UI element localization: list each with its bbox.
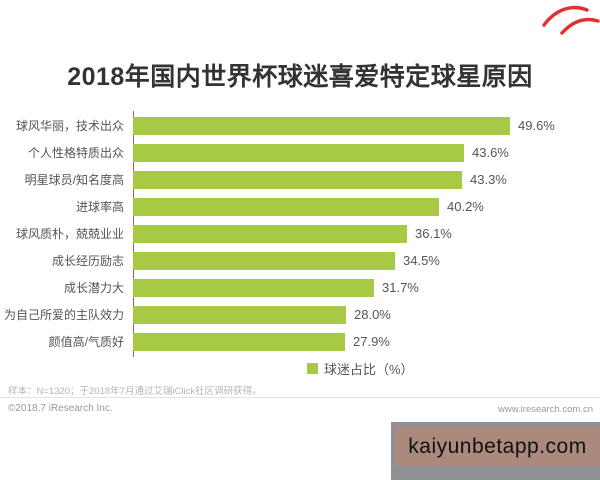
bar-row: 个人性格特质出众 43.6% — [0, 139, 555, 166]
footer-divider — [0, 397, 600, 398]
bar-row: 成长经历励志 34.5% — [0, 247, 555, 274]
category-label: 颜值高/气质好 — [48, 335, 124, 349]
value-label: 36.1% — [415, 226, 452, 241]
watermark-strip: kaiyunbetapp.com — [391, 422, 600, 480]
copyright-text: ©2018.7 iResearch Inc. — [8, 403, 113, 414]
website-text: www.iresearch.com.cn — [497, 404, 593, 415]
category-label: 球风华丽，技术出众 — [15, 119, 124, 133]
value-label: 43.3% — [470, 172, 507, 187]
value-label: 34.5% — [403, 253, 440, 268]
category-label: 进球率高 — [75, 200, 124, 214]
legend: 球迷占比（%） — [307, 359, 414, 378]
category-label: 成长经历励志 — [51, 254, 124, 268]
bar-chart: 球风华丽，技术出众 49.6% 个人性格特质出众 43.6% 明星球员/知名度高 43.3… — [0, 112, 555, 355]
bar-row: 颜值高/气质好 27.9% — [0, 328, 555, 355]
red-pen-marks-icon — [542, 5, 600, 35]
bar — [133, 170, 462, 189]
bar — [133, 305, 346, 324]
bar-row: 球风华丽，技术出众 49.6% — [0, 112, 555, 139]
value-label: 49.6% — [518, 118, 555, 133]
bar-row: 明星球员/知名度高 43.3% — [0, 166, 555, 193]
chart-title: 2018年国内世界杯球迷喜爱特定球星原因 — [67, 63, 533, 91]
bar-row: 为自己所爱的主队效力 28.0% — [0, 301, 555, 328]
bar — [133, 197, 439, 216]
bar — [133, 251, 395, 270]
bar — [133, 224, 407, 243]
legend-label: 球迷占比（%） — [324, 362, 414, 377]
bar-row: 进球率高 40.2% — [0, 193, 555, 220]
value-label: 27.9% — [353, 334, 390, 349]
value-label: 28.0% — [354, 307, 391, 322]
bar — [133, 332, 345, 351]
value-label: 40.2% — [447, 199, 484, 214]
category-label: 明星球员/知名度高 — [24, 173, 124, 187]
bar — [133, 278, 374, 297]
category-label: 球风质朴，兢兢业业 — [15, 227, 124, 241]
category-label: 为自己所爱的主队效力 — [3, 308, 124, 322]
value-label: 43.6% — [472, 145, 509, 160]
sample-note: 样本：N=1320；于2018年7月通过艾瑞iClick社区调研获得。 — [8, 386, 262, 397]
value-label: 31.7% — [382, 280, 419, 295]
watermark-text: kaiyunbetapp.com — [408, 434, 587, 458]
category-label: 成长潜力大 — [63, 281, 124, 295]
category-label: 个人性格特质出众 — [27, 146, 124, 160]
legend-swatch — [307, 363, 318, 374]
bar — [133, 143, 464, 162]
bar-row: 成长潜力大 31.7% — [0, 274, 555, 301]
bar — [133, 116, 510, 135]
bar-row: 球风质朴，兢兢业业 36.1% — [0, 220, 555, 247]
watermark-box: kaiyunbetapp.com — [395, 427, 600, 466]
